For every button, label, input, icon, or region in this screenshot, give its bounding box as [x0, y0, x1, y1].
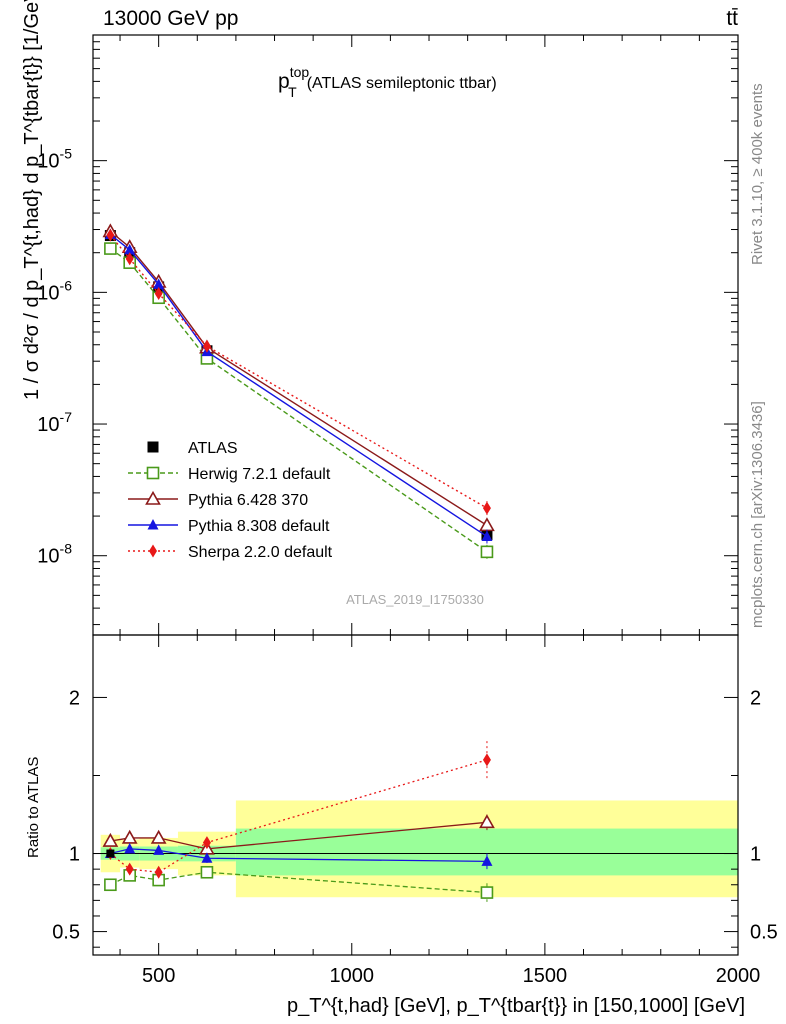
- ratio-y-axis-label: Ratio to ATLAS: [25, 757, 42, 858]
- ratio-frame: [92, 634, 739, 956]
- ratio-y-tick-label-right: 1: [750, 844, 761, 866]
- ratio-point-sherpa-2-2-0-default: [154, 865, 163, 879]
- x-tick-label: 1000: [330, 965, 375, 987]
- ratio-point-atlas: [106, 849, 115, 858]
- y-tick-label: 10-6: [37, 277, 72, 304]
- y-tick-label: 10-8: [37, 541, 72, 568]
- main-panel: 10-8 10-7 10-6 10-5: [37, 34, 739, 636]
- data-point-pythia-8-308-default: [481, 530, 493, 541]
- legend-marker-herwig-7-2-1-default: [146, 466, 160, 480]
- legend-label-sherpa-2-2-0-default: Sherpa 2.2.0 default: [188, 544, 333, 561]
- ratio-point-pythia-6-428-370: [150, 829, 167, 844]
- ratio-point-sherpa-2-2-0-default: [125, 862, 134, 876]
- ratio-y-tick-label: 1: [69, 844, 80, 866]
- legend-marker-sherpa-2-2-0-default: [149, 544, 157, 558]
- data-point-sherpa-2-2-0-default: [482, 501, 491, 515]
- ratio-line-sherpa-2-2-0-default: [109, 759, 488, 873]
- legend-label-pythia-6-428-370: Pythia 6.428 370: [188, 492, 308, 509]
- ratio-y-tick-label-right: 0.5: [750, 922, 778, 944]
- legend: ATLAS Herwig 7.2.1 default Pythia 6.428 37…: [128, 440, 333, 561]
- plot-title: ptop T (ATLAS semileptonic ttbar): [278, 64, 497, 100]
- legend-label-pythia-8-308-default: Pythia 8.308 default: [188, 518, 330, 535]
- y-tick-label: 10-5: [37, 146, 72, 173]
- ratio-ticks: 0.5 0.5 1 1 2 2 500 1000 1500 2000: [52, 635, 778, 987]
- data-point-herwig-7-2-1-default: [480, 545, 494, 559]
- data-point-sherpa-2-2-0-default: [106, 228, 115, 242]
- y-tick-label: 10-7: [37, 409, 72, 436]
- ratio-point-sherpa-2-2-0-default: [202, 836, 211, 850]
- data-point-sherpa-2-2-0-default: [154, 287, 163, 301]
- x-axis-label: p_T^{t,had} [GeV], p_T^{tbar{t}} in [150…: [287, 995, 745, 1017]
- legend-label-herwig-7-2-1-default: Herwig 7.2.1 default: [188, 466, 331, 483]
- legend-marker-pythia-8-308-default: [147, 519, 159, 530]
- mcplots-label: mcplots.cern.ch [arXiv:1306.3436]: [749, 401, 766, 628]
- analysis-label: ATLAS_2019_I1750330: [346, 592, 484, 607]
- data-point-pythia-8-308-default: [124, 243, 136, 255]
- main-ticks: 10-8 10-7 10-6 10-5: [37, 34, 739, 635]
- ratio-series: [102, 741, 495, 902]
- ratio-point-pythia-6-428-370: [479, 814, 495, 829]
- data-point-sherpa-2-2-0-default: [202, 339, 211, 353]
- x-tick-label: 500: [142, 965, 175, 987]
- legend-label-atlas: ATLAS: [188, 440, 238, 457]
- rivet-version-label: Rivet 3.1.10, ≥ 400k events: [749, 83, 766, 265]
- ratio-panel: 0.5 0.5 1 1 2 2 500 1000 1500 2000: [52, 634, 778, 987]
- legend-marker-atlas: [147, 441, 159, 453]
- ratio-y-tick-label-right: 2: [750, 687, 761, 709]
- x-tick-label: 1500: [523, 965, 568, 987]
- main-y-axis-label: 1 / σ d²σ / d p_T^{t,had} d p_T^{tbar{t}…: [21, 0, 43, 400]
- x-tick-label: 2000: [716, 965, 761, 987]
- ratio-point-pythia-8-308-default: [201, 852, 213, 863]
- ratio-point-pythia-8-308-default: [153, 844, 165, 855]
- process-label: tt̄: [726, 7, 738, 30]
- ratio-point-pythia-8-308-default: [481, 855, 493, 866]
- ratio-point-herwig-7-2-1-default: [480, 886, 494, 899]
- data-point-sherpa-2-2-0-default: [125, 252, 134, 266]
- legend-marker-pythia-6-428-370: [145, 490, 161, 505]
- data-point-herwig-7-2-1-default: [104, 242, 117, 255]
- ratio-point-herwig-7-2-1-default: [104, 878, 117, 892]
- energy-label: 13000 GeV pp: [103, 7, 238, 30]
- ratio-point-herwig-7-2-1-default: [200, 865, 214, 879]
- main-series: [102, 223, 495, 559]
- data-point-pythia-6-428-370: [479, 517, 495, 532]
- ratio-uncertainty-bands: [100, 800, 738, 898]
- ratio-point-sherpa-2-2-0-default: [482, 753, 491, 767]
- ratio-point-pythia-6-428-370: [121, 829, 138, 844]
- series-line-herwig-7-2-1-default: [109, 248, 488, 553]
- data-point-pythia-8-308-default: [153, 278, 165, 289]
- ratio-y-tick-label: 0.5: [52, 922, 80, 944]
- ratio-y-tick-label: 2: [69, 687, 80, 709]
- ratio-point-pythia-8-308-default: [124, 842, 136, 854]
- ratio-point-pythia-6-428-370: [102, 832, 119, 847]
